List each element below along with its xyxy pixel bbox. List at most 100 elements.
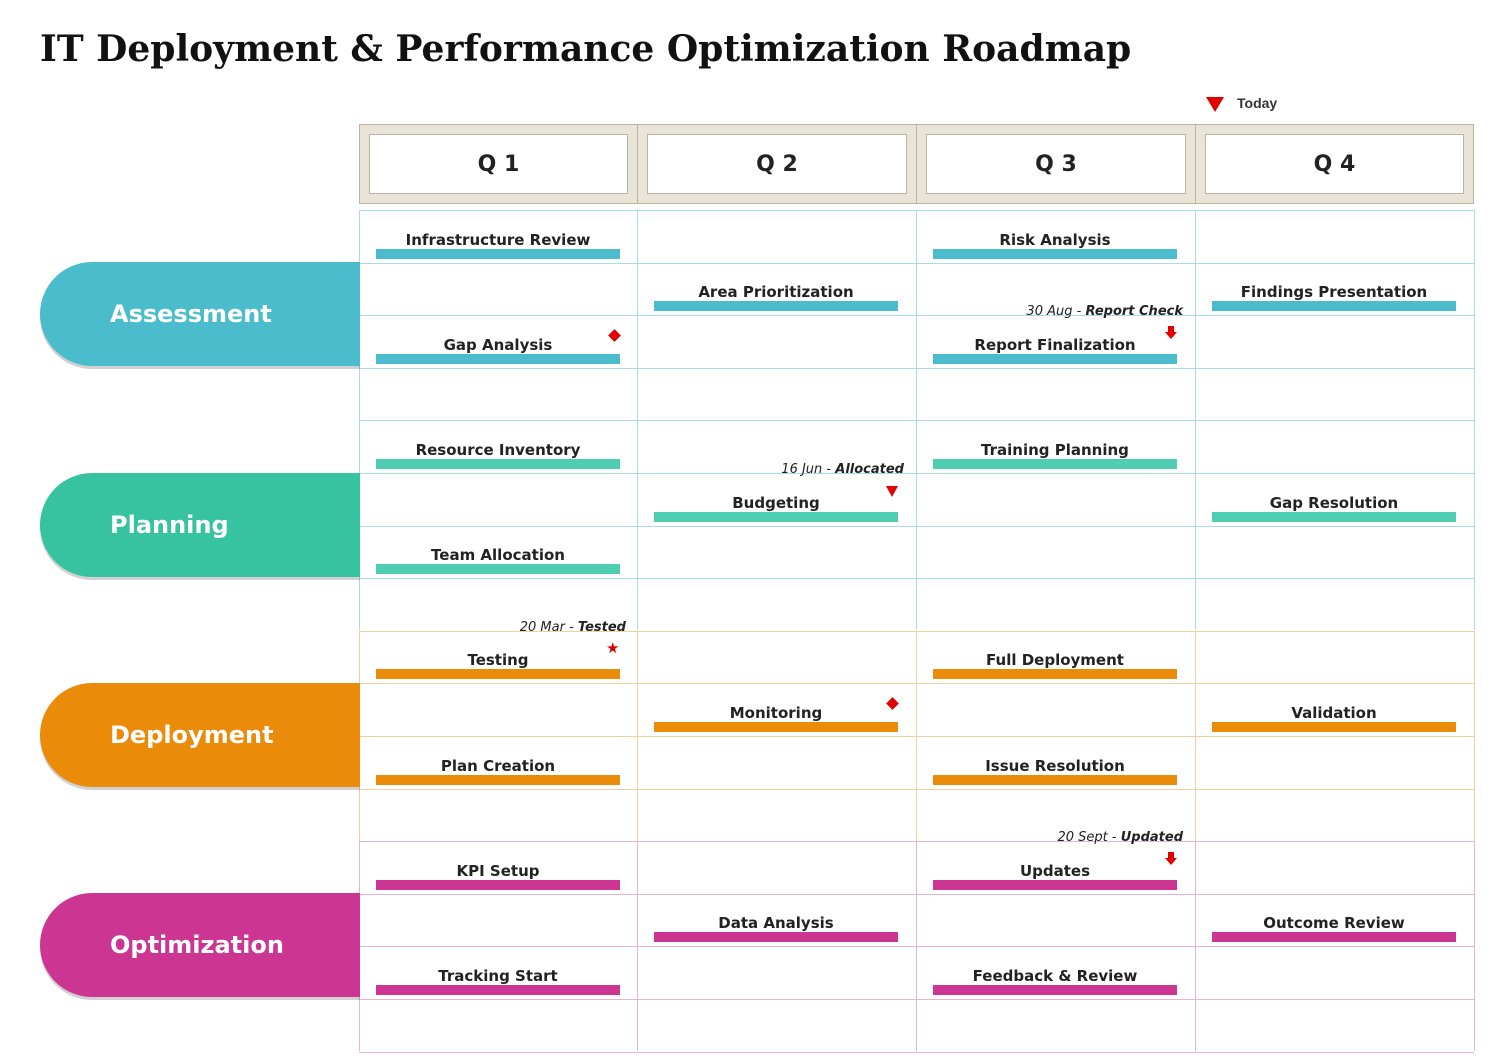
task-monitoring: Monitoring — [654, 692, 898, 732]
grid-column-line — [1195, 841, 1196, 1051]
today-triangle-icon — [886, 485, 898, 497]
quarter-label: Q 1 — [369, 134, 628, 194]
task-findings-presentation: Findings Presentation — [1212, 271, 1456, 311]
grid-column-line — [1195, 420, 1196, 630]
milestone-note: 30 Aug - Report Check — [1026, 304, 1183, 319]
phase-label-optimization: Optimization — [40, 893, 360, 997]
quarter-label: Q 3 — [926, 134, 1186, 194]
grid-column-line — [1474, 841, 1475, 1051]
note-text: Updated — [1120, 830, 1183, 845]
task-label: Gap Analysis — [443, 336, 553, 354]
task-bar — [933, 354, 1177, 364]
task-plan-creation: Plan Creation — [376, 745, 620, 785]
phase-label-deployment: Deployment — [40, 683, 360, 787]
task-bar — [376, 669, 620, 679]
grid-row-line — [359, 1052, 1474, 1053]
task-label: Issue Resolution — [985, 757, 1125, 775]
today-triangle-icon — [1206, 97, 1224, 112]
task-label: Risk Analysis — [999, 231, 1111, 249]
task-label: Monitoring — [729, 704, 823, 722]
grid-column-line — [1474, 631, 1475, 841]
task-risk-analysis: Risk Analysis — [933, 219, 1177, 259]
down-arrow-icon — [1165, 325, 1177, 340]
task-bar — [1212, 512, 1456, 522]
task-bar — [376, 459, 620, 469]
task-label: Testing — [467, 651, 529, 669]
today-legend-label: Today — [1237, 95, 1278, 111]
task-issue-resolution: Issue Resolution — [933, 745, 1177, 785]
task-testing: Testing — [376, 639, 620, 679]
task-bar — [933, 249, 1177, 259]
task-bar — [376, 775, 620, 785]
quarter-label: Q 2 — [647, 134, 907, 194]
task-bar — [933, 985, 1177, 995]
task-label: Team Allocation — [431, 546, 565, 564]
task-team-allocation: Team Allocation — [376, 534, 620, 574]
task-budgeting: Budgeting — [654, 482, 898, 522]
task-bar — [1212, 932, 1456, 942]
task-full-deployment: Full Deployment — [933, 639, 1177, 679]
task-label: Validation — [1291, 704, 1377, 722]
task-kpi-setup: KPI Setup — [376, 850, 620, 890]
task-label: Resource Inventory — [415, 441, 581, 459]
phase-label-planning: Planning — [40, 473, 360, 577]
task-area-prioritization: Area Prioritization — [654, 271, 898, 311]
task-bar — [376, 880, 620, 890]
grid-column-line — [916, 631, 917, 841]
task-label: Plan Creation — [440, 757, 556, 775]
grid-column-line — [637, 841, 638, 1051]
grid-column-line — [1474, 420, 1475, 630]
page-title: IT Deployment & Performance Optimization… — [40, 28, 1132, 70]
task-label: Feedback & Review — [972, 967, 1138, 985]
task-label: Updates — [1019, 862, 1091, 880]
task-training-planning: Training Planning — [933, 429, 1177, 469]
task-label: Gap Resolution — [1269, 494, 1399, 512]
task-label: Area Prioritization — [698, 283, 854, 301]
task-report-finalization: Report Finalization — [933, 324, 1177, 364]
task-validation: Validation — [1212, 692, 1456, 732]
milestone-note: 20 Mar - Tested — [519, 620, 626, 635]
task-label: Data Analysis — [718, 914, 834, 932]
task-feedback-and-review: Feedback & Review — [933, 955, 1177, 995]
grid-column-line — [637, 631, 638, 841]
task-bar — [933, 880, 1177, 890]
grid-column-line — [1474, 210, 1475, 420]
quarter-header-q4: Q 4 — [1195, 124, 1474, 204]
task-label: KPI Setup — [456, 862, 540, 880]
grid-column-line — [1195, 210, 1196, 420]
grid-column-line — [916, 210, 917, 420]
task-bar — [376, 249, 620, 259]
task-gap-analysis: Gap Analysis — [376, 324, 620, 364]
grid-column-line — [637, 210, 638, 420]
task-label: Training Planning — [981, 441, 1129, 459]
task-bar — [376, 564, 620, 574]
task-bar — [933, 459, 1177, 469]
task-bar — [933, 775, 1177, 785]
down-arrow-icon — [1165, 851, 1177, 866]
grid-column-line — [637, 420, 638, 630]
task-bar — [376, 985, 620, 995]
task-outcome-review: Outcome Review — [1212, 902, 1456, 942]
note-date: 20 Mar — [519, 620, 565, 635]
milestone-note: 20 Sept - Updated — [1057, 830, 1183, 845]
task-bar — [1212, 722, 1456, 732]
quarter-header-q3: Q 3 — [916, 124, 1196, 204]
task-label: Findings Presentation — [1240, 283, 1428, 301]
task-label: Outcome Review — [1263, 914, 1405, 932]
task-label: Budgeting — [732, 494, 820, 512]
task-label: Full Deployment — [986, 651, 1124, 669]
task-resource-inventory: Resource Inventory — [376, 429, 620, 469]
milestone-note: 16 Jun - Allocated — [781, 462, 904, 477]
task-bar — [654, 512, 898, 522]
task-gap-resolution: Gap Resolution — [1212, 482, 1456, 522]
task-data-analysis: Data Analysis — [654, 902, 898, 942]
grid-column-line — [1195, 631, 1196, 841]
task-bar — [654, 301, 898, 311]
task-updates: Updates — [933, 850, 1177, 890]
quarter-header-q2: Q 2 — [637, 124, 917, 204]
task-bar — [654, 932, 898, 942]
note-date: 20 Sept — [1057, 830, 1108, 845]
milestone-star-icon: ★ — [606, 639, 620, 658]
task-bar — [1212, 301, 1456, 311]
